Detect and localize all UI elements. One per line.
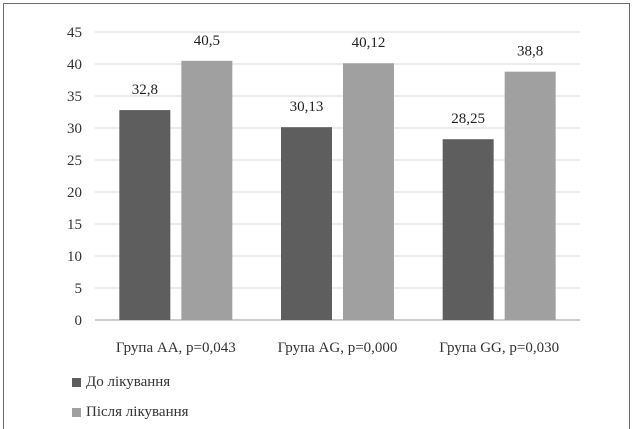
x-category-label: Група AG, р=0,000 [278,340,398,356]
y-tick-label: 40 [67,57,82,73]
legend-label-after: Після лікування [86,404,189,420]
data-label: 32,8 [132,82,158,98]
x-category-label: Група GG, р=0,030 [439,340,559,356]
x-axis-categories: Група АА, р=0,043 Група AG, р=0,000 Група … [116,340,559,356]
bar [181,60,233,321]
legend-label-before: До лікування [86,374,171,390]
data-label: 38,8 [517,44,543,60]
y-tick-label: 0 [75,313,83,329]
legend-swatch-before [72,378,81,387]
x-category-label: Група АА, р=0,043 [116,340,236,356]
bar [281,127,332,320]
bar [343,63,394,321]
data-label: 30,13 [290,99,324,115]
legend-swatch-after [72,408,81,417]
y-tick-label: 15 [67,217,82,233]
data-label: 40,12 [352,35,386,51]
bar [504,71,556,321]
bar [119,110,171,320]
bars [119,60,556,321]
y-tick-label: 35 [67,89,82,105]
grid-lines [95,31,580,321]
data-label: 28,25 [451,111,485,127]
y-tick-label: 25 [67,153,82,169]
y-tick-label: 45 [67,25,82,41]
y-tick-label: 20 [67,185,82,201]
data-label: 40,5 [194,33,220,49]
y-tick-label: 30 [67,121,82,137]
y-tick-label: 10 [67,249,82,265]
legend-item-before: До лікування [72,374,170,391]
bar [442,139,494,320]
y-axis-ticks: 0 5 10 15 20 25 30 35 40 45 [67,25,82,329]
data-labels: 32,8 40,5 30,13 40,12 28,25 38,8 [132,33,544,127]
legend-item-after: Після лікування [72,404,189,421]
y-tick-label: 5 [75,281,83,297]
